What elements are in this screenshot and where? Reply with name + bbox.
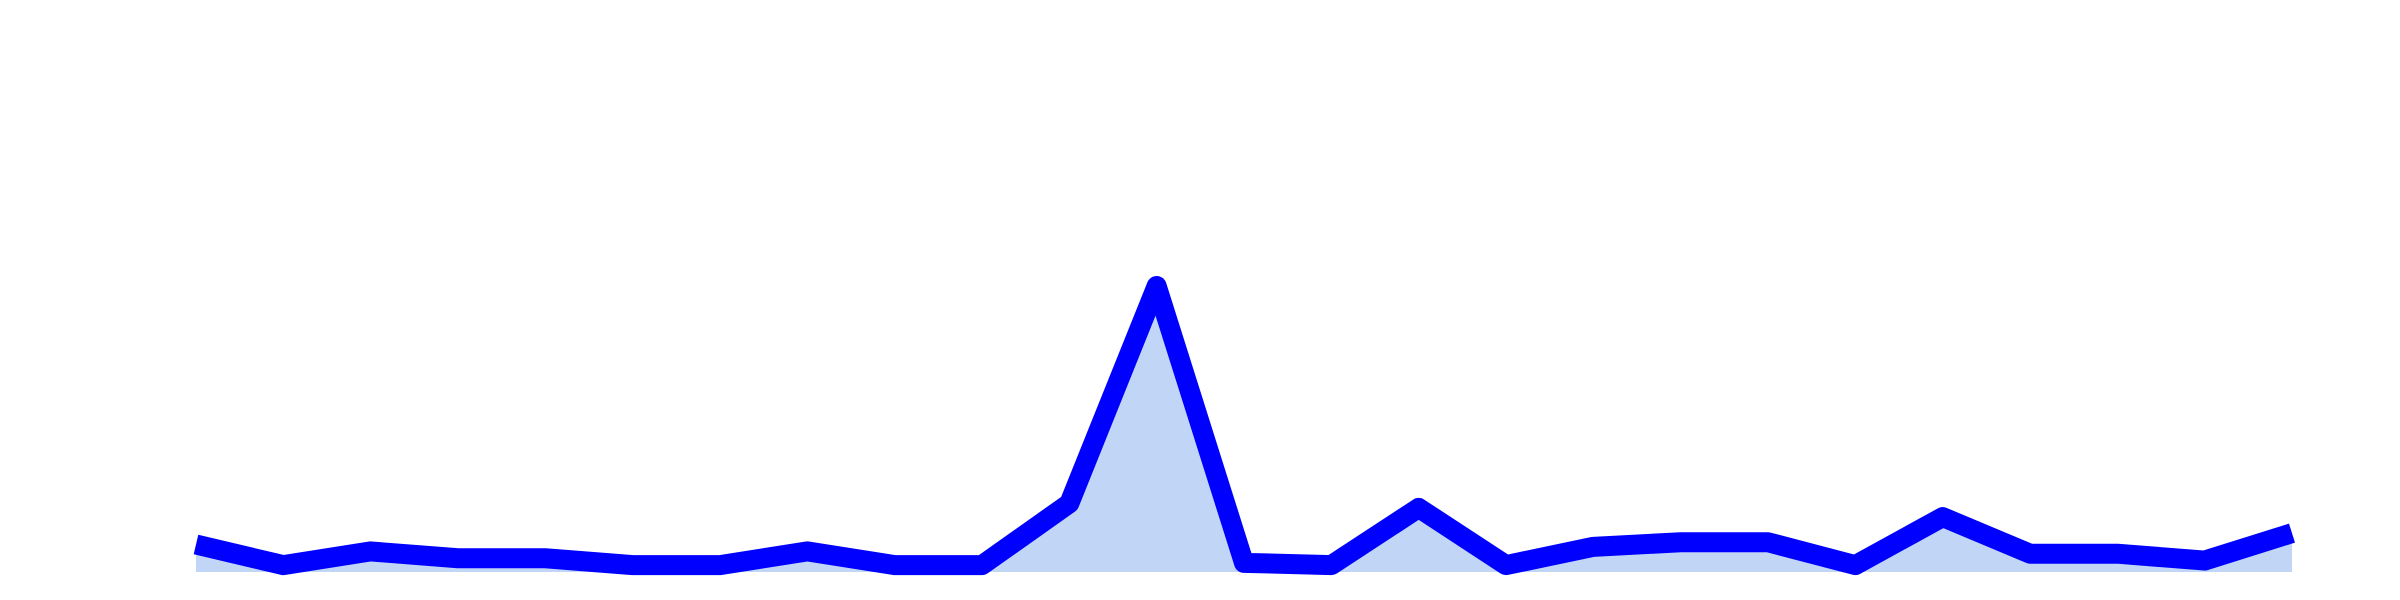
- series-0-line: [193, 276, 2295, 576]
- series-line-layer: [193, 276, 2295, 576]
